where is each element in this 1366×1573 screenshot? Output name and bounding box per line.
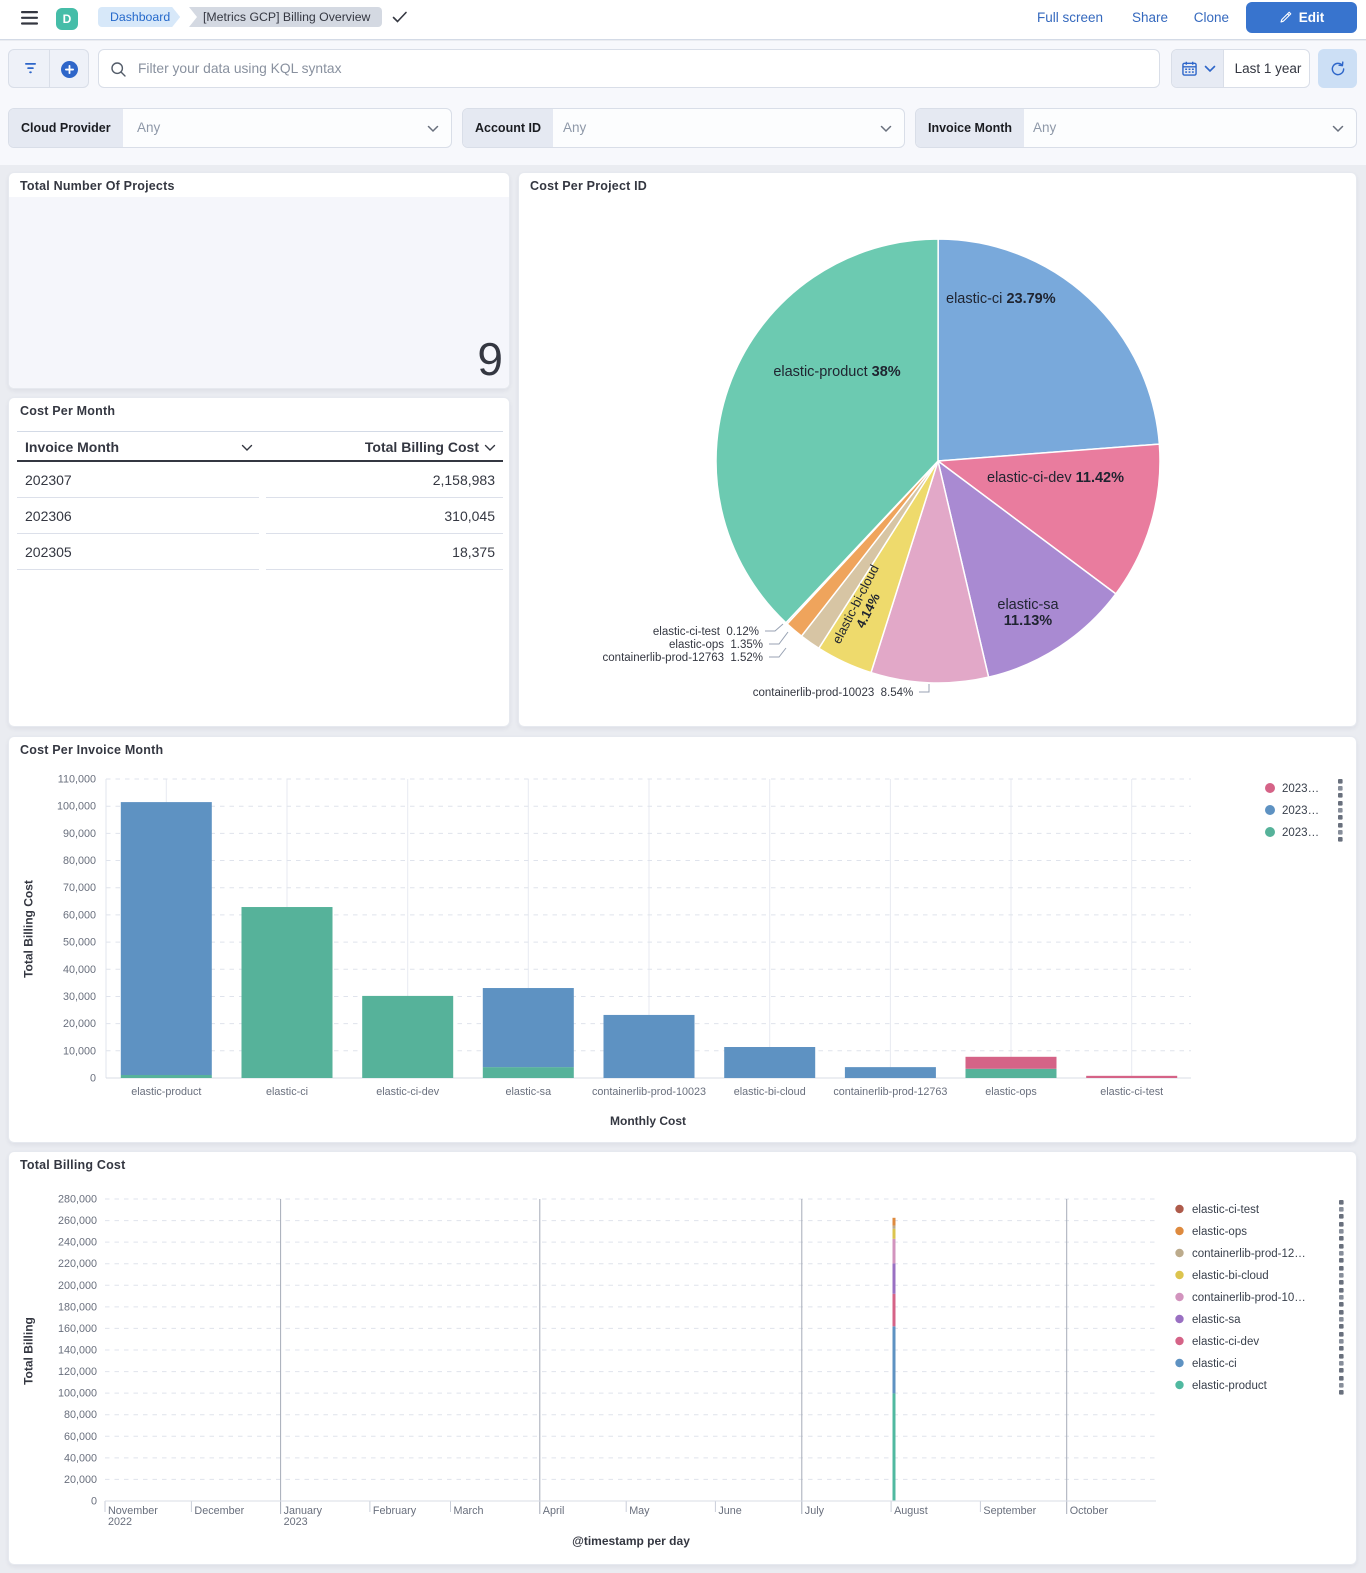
svg-text:June: June xyxy=(718,1505,741,1517)
svg-text:Total Billing Cost: Total Billing Cost xyxy=(22,880,36,978)
svg-text:December: December xyxy=(194,1505,244,1517)
svg-text:220,000: 220,000 xyxy=(58,1258,97,1270)
svg-text:Total Billing: Total Billing xyxy=(22,1317,36,1385)
svg-text:elastic-bi-cloud: elastic-bi-cloud xyxy=(1192,1270,1269,1282)
svg-text:11.13%: 11.13% xyxy=(1004,613,1052,629)
svg-text:120,000: 120,000 xyxy=(58,1366,97,1378)
svg-text:200,000: 200,000 xyxy=(58,1280,97,1292)
svg-text:elastic-product: elastic-product xyxy=(1192,1380,1268,1392)
svg-text:10,000: 10,000 xyxy=(63,1045,96,1057)
svg-text:elastic-ci-dev 11.42%: elastic-ci-dev 11.42% xyxy=(987,470,1124,486)
svg-text:containerlib-prod-12763: containerlib-prod-12763 xyxy=(833,1086,947,1098)
svg-text:@timestamp per day: @timestamp per day xyxy=(572,1534,690,1548)
svg-text:240,000: 240,000 xyxy=(58,1237,97,1249)
svg-text:elastic-product: elastic-product xyxy=(131,1086,201,1098)
svg-text:140,000: 140,000 xyxy=(58,1345,97,1357)
svg-text:2023…: 2023… xyxy=(1282,783,1319,795)
svg-text:elastic-ops 1.35%: elastic-ops 1.35% xyxy=(669,639,763,651)
svg-text:elastic-ci-dev: elastic-ci-dev xyxy=(1192,1336,1259,1348)
svg-text:January: January xyxy=(284,1505,323,1517)
svg-text:2023…: 2023… xyxy=(1282,805,1319,817)
svg-text:elastic-ci-dev: elastic-ci-dev xyxy=(376,1086,440,1098)
svg-text:February: February xyxy=(373,1505,417,1517)
svg-text:containerlib-prod-10…: containerlib-prod-10… xyxy=(1192,1292,1306,1304)
svg-text:60,000: 60,000 xyxy=(64,1431,97,1443)
svg-text:20,000: 20,000 xyxy=(64,1474,97,1486)
svg-text:0: 0 xyxy=(90,1073,96,1085)
svg-text:elastic-sa: elastic-sa xyxy=(997,597,1059,613)
svg-text:0: 0 xyxy=(91,1496,97,1508)
svg-text:2022: 2022 xyxy=(108,1516,132,1528)
svg-text:80,000: 80,000 xyxy=(63,855,96,867)
svg-text:August: August xyxy=(894,1505,928,1517)
svg-text:elastic-ops: elastic-ops xyxy=(985,1086,1037,1098)
svg-text:2023…: 2023… xyxy=(1282,827,1319,839)
svg-text:September: September xyxy=(983,1505,1036,1517)
svg-text:60,000: 60,000 xyxy=(63,909,96,921)
svg-text:70,000: 70,000 xyxy=(63,882,96,894)
svg-text:280,000: 280,000 xyxy=(58,1194,97,1206)
svg-text:100,000: 100,000 xyxy=(57,801,96,813)
svg-text:April: April xyxy=(543,1505,565,1517)
svg-text:100,000: 100,000 xyxy=(58,1388,97,1400)
svg-text:elastic-bi-cloud: elastic-bi-cloud xyxy=(734,1086,806,1098)
svg-text:May: May xyxy=(629,1505,650,1517)
svg-text:elastic-product 38%: elastic-product 38% xyxy=(773,364,900,380)
svg-text:containerlib-prod-12763 1.52%: containerlib-prod-12763 1.52% xyxy=(603,652,763,664)
svg-text:July: July xyxy=(805,1505,825,1517)
svg-text:elastic-ci-test: elastic-ci-test xyxy=(1192,1204,1260,1216)
svg-text:containerlib-prod-10023: containerlib-prod-10023 xyxy=(592,1086,706,1098)
svg-text:elastic-ci 23.79%: elastic-ci 23.79% xyxy=(946,291,1056,307)
svg-text:October: October xyxy=(1070,1505,1109,1517)
svg-text:elastic-ci: elastic-ci xyxy=(266,1086,308,1098)
svg-text:90,000: 90,000 xyxy=(63,828,96,840)
svg-text:2023: 2023 xyxy=(284,1516,308,1528)
svg-text:180,000: 180,000 xyxy=(58,1301,97,1313)
svg-text:containerlib-prod-12…: containerlib-prod-12… xyxy=(1192,1248,1306,1260)
svg-text:elastic-ci-test 0.12%: elastic-ci-test 0.12% xyxy=(653,626,759,638)
svg-text:260,000: 260,000 xyxy=(58,1215,97,1227)
svg-text:40,000: 40,000 xyxy=(64,1452,97,1464)
svg-text:March: March xyxy=(454,1505,484,1517)
svg-text:30,000: 30,000 xyxy=(63,991,96,1003)
svg-text:Monthly Cost: Monthly Cost xyxy=(610,1114,686,1128)
svg-text:160,000: 160,000 xyxy=(58,1323,97,1335)
svg-text:containerlib-prod-10023 8.54%: containerlib-prod-10023 8.54% xyxy=(753,687,913,699)
svg-text:elastic-sa: elastic-sa xyxy=(1192,1314,1241,1326)
svg-text:elastic-ci: elastic-ci xyxy=(1192,1358,1237,1370)
svg-text:elastic-ops: elastic-ops xyxy=(1192,1226,1247,1238)
svg-text:20,000: 20,000 xyxy=(63,1018,96,1030)
svg-text:November: November xyxy=(108,1505,158,1517)
svg-text:110,000: 110,000 xyxy=(58,774,96,786)
svg-text:elastic-ci-test: elastic-ci-test xyxy=(1100,1086,1163,1098)
svg-text:80,000: 80,000 xyxy=(64,1409,97,1421)
svg-text:50,000: 50,000 xyxy=(63,937,96,949)
svg-text:elastic-sa: elastic-sa xyxy=(505,1086,551,1098)
svg-text:40,000: 40,000 xyxy=(63,964,96,976)
